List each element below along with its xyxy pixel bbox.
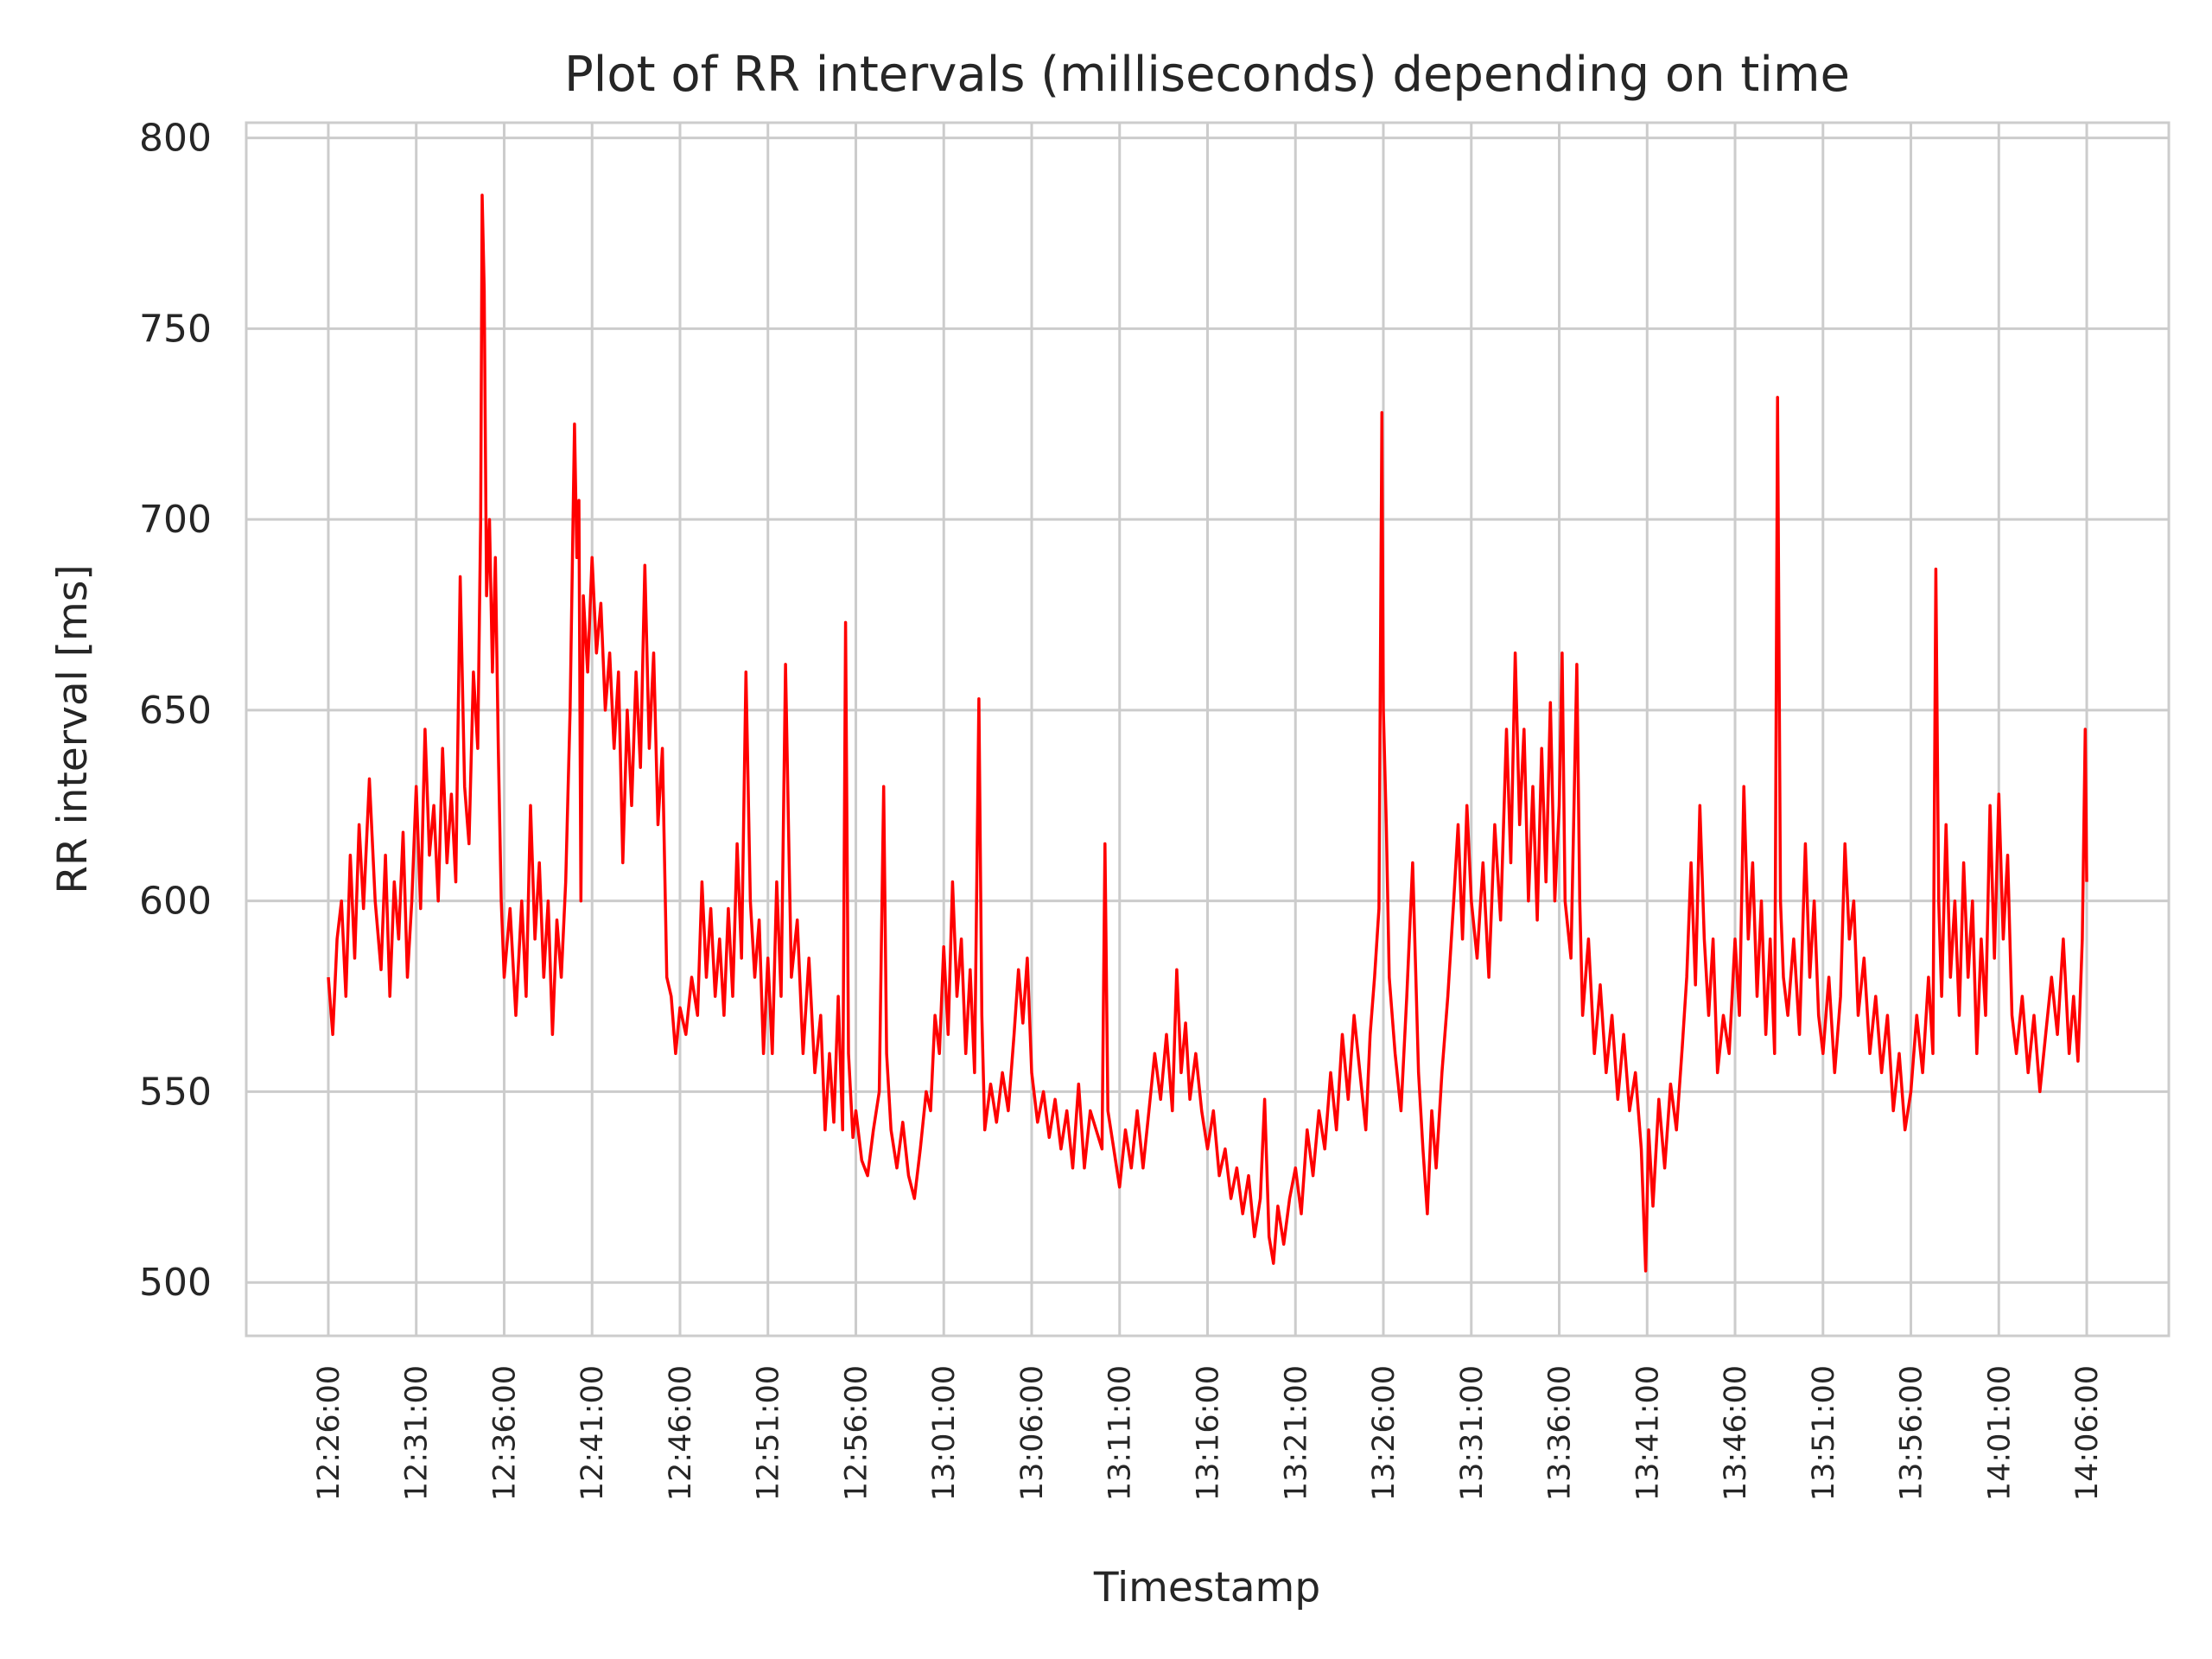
x-tick-label: 13:46:00 (1719, 1365, 1753, 1501)
x-tick-label: 12:56:00 (839, 1365, 874, 1501)
y-axis-label: RR interval [ms] (49, 564, 97, 893)
y-tick-label: 500 (139, 1261, 212, 1305)
x-tick-label: 13:06:00 (1015, 1365, 1050, 1501)
x-tick-labels: 12:26:00 12:31:00 12:36:00 12:41:00 12:46:00… (312, 1365, 2105, 1501)
y-tick-labels: 500 550 600 650 700 750 800 (139, 117, 212, 1306)
y-tick-label: 750 (139, 307, 212, 351)
x-tick-label: 14:06:00 (2070, 1365, 2105, 1501)
x-tick-label: 13:01:00 (927, 1365, 962, 1501)
y-tick-label: 700 (139, 498, 212, 542)
y-tick-label: 650 (139, 689, 212, 733)
x-tick-label: 13:51:00 (1807, 1365, 1841, 1501)
series-layer (327, 194, 2088, 1273)
x-tick-label: 12:46:00 (664, 1365, 698, 1501)
x-tick-label: 13:56:00 (1895, 1365, 1929, 1501)
plot-frame (245, 121, 2171, 1338)
y-tick-label: 600 (139, 880, 212, 924)
x-tick-label: 12:31:00 (400, 1365, 435, 1501)
x-tick-label: 12:51:00 (752, 1365, 786, 1501)
x-tick-label: 13:31:00 (1455, 1365, 1490, 1501)
x-tick-label: 13:26:00 (1367, 1365, 1402, 1501)
y-tick-label: 550 (139, 1070, 212, 1114)
x-tick-label: 13:41:00 (1630, 1365, 1665, 1501)
x-tick-label: 13:11:00 (1103, 1365, 1138, 1501)
x-tick-label: 12:26:00 (312, 1365, 346, 1501)
chart-title: Plot of RR intervals (milliseconds) depe… (564, 47, 1850, 103)
x-tick-label: 13:36:00 (1543, 1365, 1578, 1501)
x-tick-label: 12:41:00 (575, 1365, 610, 1501)
x-tick-label: 13:21:00 (1279, 1365, 1313, 1501)
x-axis-label: Timestamp (1093, 1564, 1320, 1611)
x-tick-label: 14:01:00 (1982, 1365, 2017, 1501)
x-tick-label: 12:36:00 (487, 1365, 522, 1501)
x-tick-label: 13:16:00 (1192, 1365, 1226, 1501)
rr-interval-series-line (327, 194, 2088, 1273)
y-tick-label: 800 (139, 117, 212, 161)
